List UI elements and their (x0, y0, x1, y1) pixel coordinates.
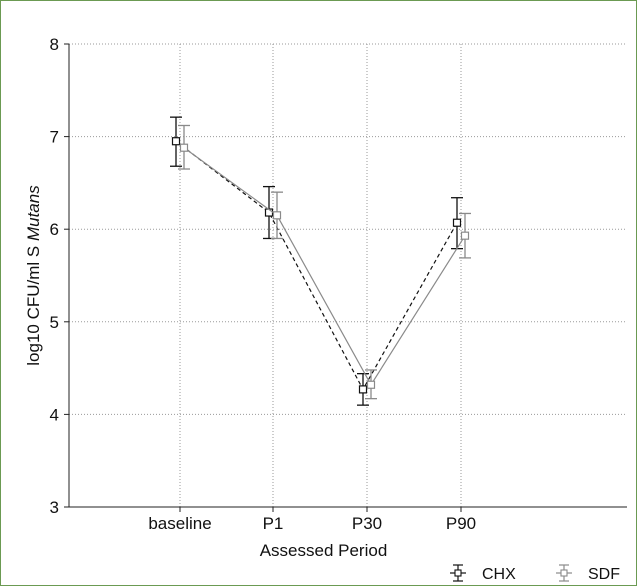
legend-label: SDF (588, 566, 620, 583)
y-tick-label: 3 (50, 498, 59, 517)
series-layer (170, 116, 471, 406)
x-tick-label: P1 (263, 514, 284, 533)
x-axis-title: Assessed Period (260, 541, 388, 560)
y-axis-title-italic: Mutans (24, 185, 43, 241)
data-point-marker (460, 231, 470, 240)
x-tick-label: P90 (446, 514, 476, 533)
data-point-marker (272, 211, 282, 220)
legend-symbol-marker (454, 569, 462, 577)
y-axis-title: log10 CFU/ml S Mutans (24, 185, 43, 366)
data-point-marker (179, 143, 189, 152)
series-sdf (178, 124, 471, 400)
x-tick-label: P30 (352, 514, 382, 533)
legend-symbol (450, 564, 466, 582)
data-point-marker (452, 218, 462, 227)
y-axis-title-main: log10 CFU/ml S (24, 241, 43, 366)
legend-item-chx: CHX (450, 564, 516, 583)
y-tick-label: 6 (50, 220, 59, 239)
series-chx (170, 116, 463, 406)
legend-symbol-marker (560, 569, 568, 577)
grid-layer (69, 43, 627, 507)
data-point-marker (358, 385, 368, 394)
series-line-sdf (183, 147, 466, 386)
series-line-chx (175, 140, 458, 391)
y-tick-label: 7 (50, 128, 59, 147)
axes-layer (64, 43, 627, 512)
legend: CHX SDF (450, 564, 620, 583)
y-tick-label: 5 (50, 313, 59, 332)
y-tick-label: 4 (50, 405, 59, 424)
x-tick-label: baseline (148, 514, 211, 533)
legend-symbol (556, 564, 572, 582)
y-tick-label: 8 (50, 35, 59, 54)
tick-labels: 3 4 5 6 7 8 baseline P1 P30 P90 (50, 35, 477, 533)
data-point-marker (366, 380, 376, 389)
legend-label: CHX (482, 566, 516, 583)
legend-item-sdf: SDF (556, 564, 620, 583)
data-point-marker (171, 137, 181, 146)
